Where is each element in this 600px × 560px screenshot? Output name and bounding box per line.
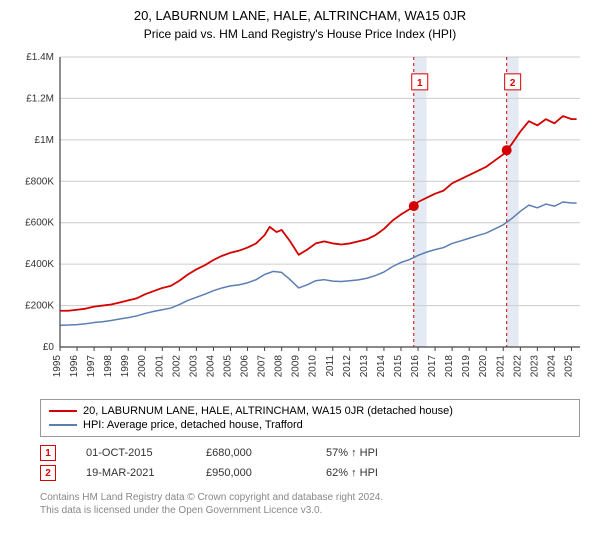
legend-item: HPI: Average price, detached house, Traf… xyxy=(49,418,571,432)
svg-text:£200K: £200K xyxy=(25,301,54,312)
svg-text:£800K: £800K xyxy=(25,176,54,187)
svg-text:£1M: £1M xyxy=(35,135,54,146)
svg-text:2001: 2001 xyxy=(154,355,165,378)
svg-text:2002: 2002 xyxy=(171,355,182,378)
svg-text:2007: 2007 xyxy=(257,355,268,378)
footer-attribution: Contains HM Land Registry data © Crown c… xyxy=(40,491,580,517)
svg-text:1997: 1997 xyxy=(86,355,97,378)
svg-text:1995: 1995 xyxy=(52,355,63,378)
svg-text:1998: 1998 xyxy=(103,355,114,378)
legend-label: HPI: Average price, detached house, Traf… xyxy=(83,419,303,431)
svg-text:£1.2M: £1.2M xyxy=(26,93,54,104)
svg-text:£600K: £600K xyxy=(25,218,54,229)
svg-text:2005: 2005 xyxy=(222,355,233,378)
svg-text:2022: 2022 xyxy=(512,355,523,378)
svg-text:2024: 2024 xyxy=(546,355,557,378)
svg-text:2017: 2017 xyxy=(427,355,438,378)
svg-text:2010: 2010 xyxy=(308,355,319,378)
page-subtitle: Price paid vs. HM Land Registry's House … xyxy=(10,27,590,41)
svg-text:2008: 2008 xyxy=(274,355,285,378)
svg-text:2015: 2015 xyxy=(393,355,404,378)
svg-text:2003: 2003 xyxy=(188,355,199,378)
svg-text:2014: 2014 xyxy=(376,355,387,378)
svg-text:2000: 2000 xyxy=(137,355,148,378)
svg-text:2023: 2023 xyxy=(529,355,540,378)
svg-text:1: 1 xyxy=(417,78,423,89)
svg-text:£0: £0 xyxy=(43,342,55,353)
sale-marker: 2 xyxy=(40,465,56,481)
sale-date: 19-MAR-2021 xyxy=(86,467,176,479)
page-title: 20, LABURNUM LANE, HALE, ALTRINCHAM, WA1… xyxy=(10,8,590,23)
sale-price: £680,000 xyxy=(206,447,296,459)
svg-text:2004: 2004 xyxy=(205,355,216,378)
sale-row: 2 19-MAR-2021 £950,000 62% ↑ HPI xyxy=(40,463,580,483)
sale-price: £950,000 xyxy=(206,467,296,479)
svg-text:2019: 2019 xyxy=(461,355,472,378)
footer-line: Contains HM Land Registry data © Crown c… xyxy=(40,491,580,504)
svg-text:2012: 2012 xyxy=(342,355,353,378)
legend: 20, LABURNUM LANE, HALE, ALTRINCHAM, WA1… xyxy=(40,399,580,437)
legend-label: 20, LABURNUM LANE, HALE, ALTRINCHAM, WA1… xyxy=(83,405,453,417)
sales-table: 1 01-OCT-2015 £680,000 57% ↑ HPI 2 19-MAR-202… xyxy=(40,443,580,483)
sale-row: 1 01-OCT-2015 £680,000 57% ↑ HPI xyxy=(40,443,580,463)
sale-delta: 57% ↑ HPI xyxy=(326,447,416,459)
svg-text:£1.4M: £1.4M xyxy=(26,52,54,63)
svg-text:2011: 2011 xyxy=(325,355,336,377)
svg-text:1996: 1996 xyxy=(69,355,80,378)
legend-item: 20, LABURNUM LANE, HALE, ALTRINCHAM, WA1… xyxy=(49,404,571,418)
sale-date: 01-OCT-2015 xyxy=(86,447,176,459)
svg-text:£400K: £400K xyxy=(25,259,54,270)
svg-text:2016: 2016 xyxy=(410,355,421,378)
sale-marker: 1 xyxy=(40,445,56,461)
svg-text:2025: 2025 xyxy=(563,355,574,378)
svg-text:1999: 1999 xyxy=(120,355,131,378)
svg-text:2013: 2013 xyxy=(359,355,370,378)
svg-text:2009: 2009 xyxy=(291,355,302,378)
svg-text:2: 2 xyxy=(510,78,516,89)
svg-text:2020: 2020 xyxy=(478,355,489,378)
svg-text:2006: 2006 xyxy=(240,355,251,378)
svg-text:2018: 2018 xyxy=(444,355,455,378)
sale-delta: 62% ↑ HPI xyxy=(326,467,416,479)
footer-line: This data is licensed under the Open Gov… xyxy=(40,504,580,517)
legend-swatch xyxy=(49,410,77,412)
svg-text:2021: 2021 xyxy=(495,355,506,378)
price-chart: £0 £200K £400K £600K £800K £1M £1.2M £1.4M 1995 1… xyxy=(10,51,590,391)
legend-swatch xyxy=(49,424,77,426)
